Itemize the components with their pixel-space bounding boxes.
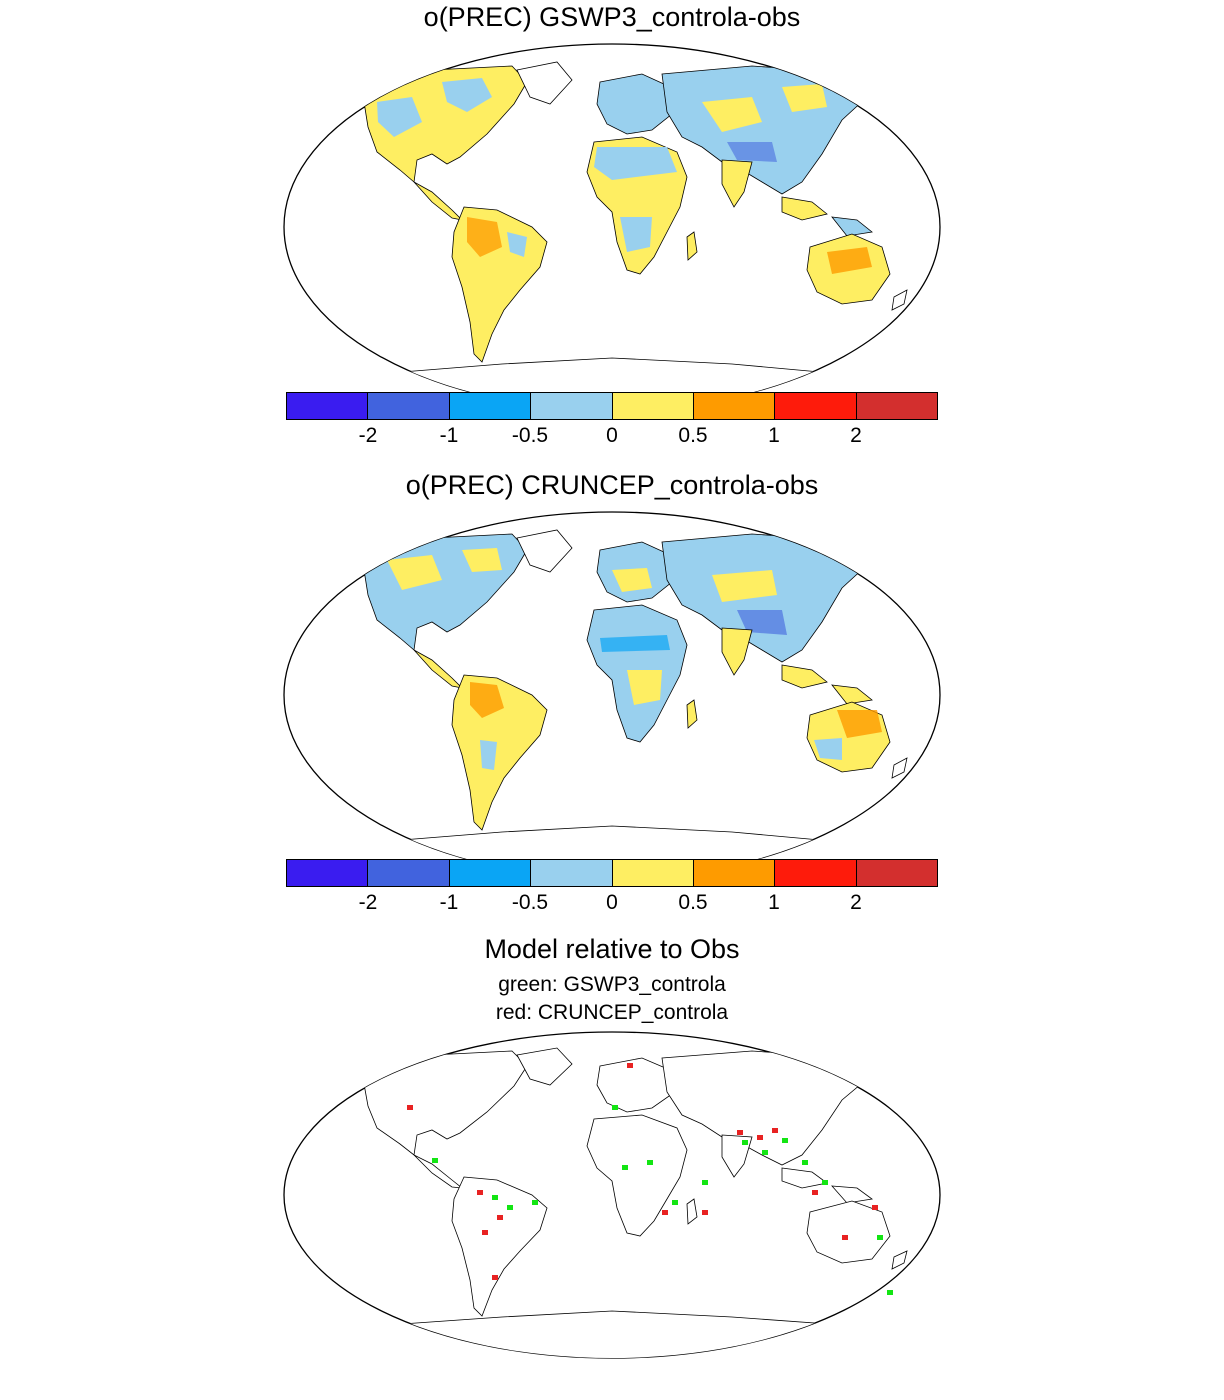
cbar-swatch: [449, 860, 532, 886]
relative-map: [282, 1030, 942, 1400]
panel1-colorbar-ticks: -2 -1 -0.5 0 0.5 1 2: [286, 424, 938, 450]
panel1-continents: [301, 61, 923, 410]
cbar-swatch: [287, 860, 369, 886]
europe: [596, 73, 678, 135]
panel1-title: o(PREC) GSWP3_controla-obs: [423, 2, 801, 32]
legend-red-text: red: CRUNCEP_controla: [495, 1001, 729, 1024]
cbar-swatch: [612, 860, 694, 886]
red-markers: [407, 1063, 878, 1280]
panel1-map-svg: [283, 43, 941, 411]
panel2-title: o(PREC) CRUNCEP_controla-obs: [405, 470, 819, 500]
cbar-swatch: [368, 393, 450, 419]
cbar-swatch: [612, 393, 694, 419]
cbar-swatch: [856, 393, 937, 419]
india: [721, 159, 753, 208]
relative-map-svg: [283, 1031, 941, 1359]
greenland: [516, 61, 573, 105]
panel2-map-svg: [283, 511, 941, 879]
cbar-swatch: [856, 860, 937, 886]
cbar-tick-label: 0.5: [678, 891, 708, 914]
cbar-tick-label: -2: [358, 424, 378, 447]
cbar-swatch: [775, 393, 857, 419]
legend-green-text: green: GSWP3_controla: [498, 973, 726, 996]
cbar-tick-label: -1: [439, 891, 459, 914]
cbar-swatch: [287, 393, 369, 419]
cbar-tick-label: -2: [358, 891, 378, 914]
relative-title: Model relative to Obs: [484, 934, 740, 964]
cbar-tick-label: -0.5: [511, 424, 549, 447]
cbar-swatch: [775, 860, 857, 886]
cbar-tick-label: 2: [850, 424, 862, 447]
panel2-map: [282, 510, 942, 880]
cbar-swatch: [531, 393, 613, 419]
cbar-tick-label: -0.5: [511, 891, 549, 914]
cbar-swatch: [531, 860, 613, 886]
panel1-colorbar: [286, 392, 938, 420]
panel2-colorbar: [286, 859, 938, 887]
cbar-tick-label: 0.5: [678, 424, 708, 447]
panel1-map: [282, 42, 942, 412]
cbar-tick-label: 1: [768, 891, 780, 914]
cbar-tick-label: -1: [439, 424, 459, 447]
cbar-tick-label: 1: [768, 424, 780, 447]
cbar-tick-label: 0: [606, 891, 618, 914]
cbar-swatch: [368, 860, 450, 886]
green-markers: [432, 1105, 893, 1295]
cbar-swatch: [693, 860, 776, 886]
cbar-tick-label: 2: [850, 891, 862, 914]
panel2-colorbar-ticks: -2 -1 -0.5 0 0.5 1 2: [286, 891, 938, 917]
cbar-swatch: [449, 393, 532, 419]
cbar-swatch: [693, 393, 776, 419]
cbar-tick-label: 0: [606, 424, 618, 447]
